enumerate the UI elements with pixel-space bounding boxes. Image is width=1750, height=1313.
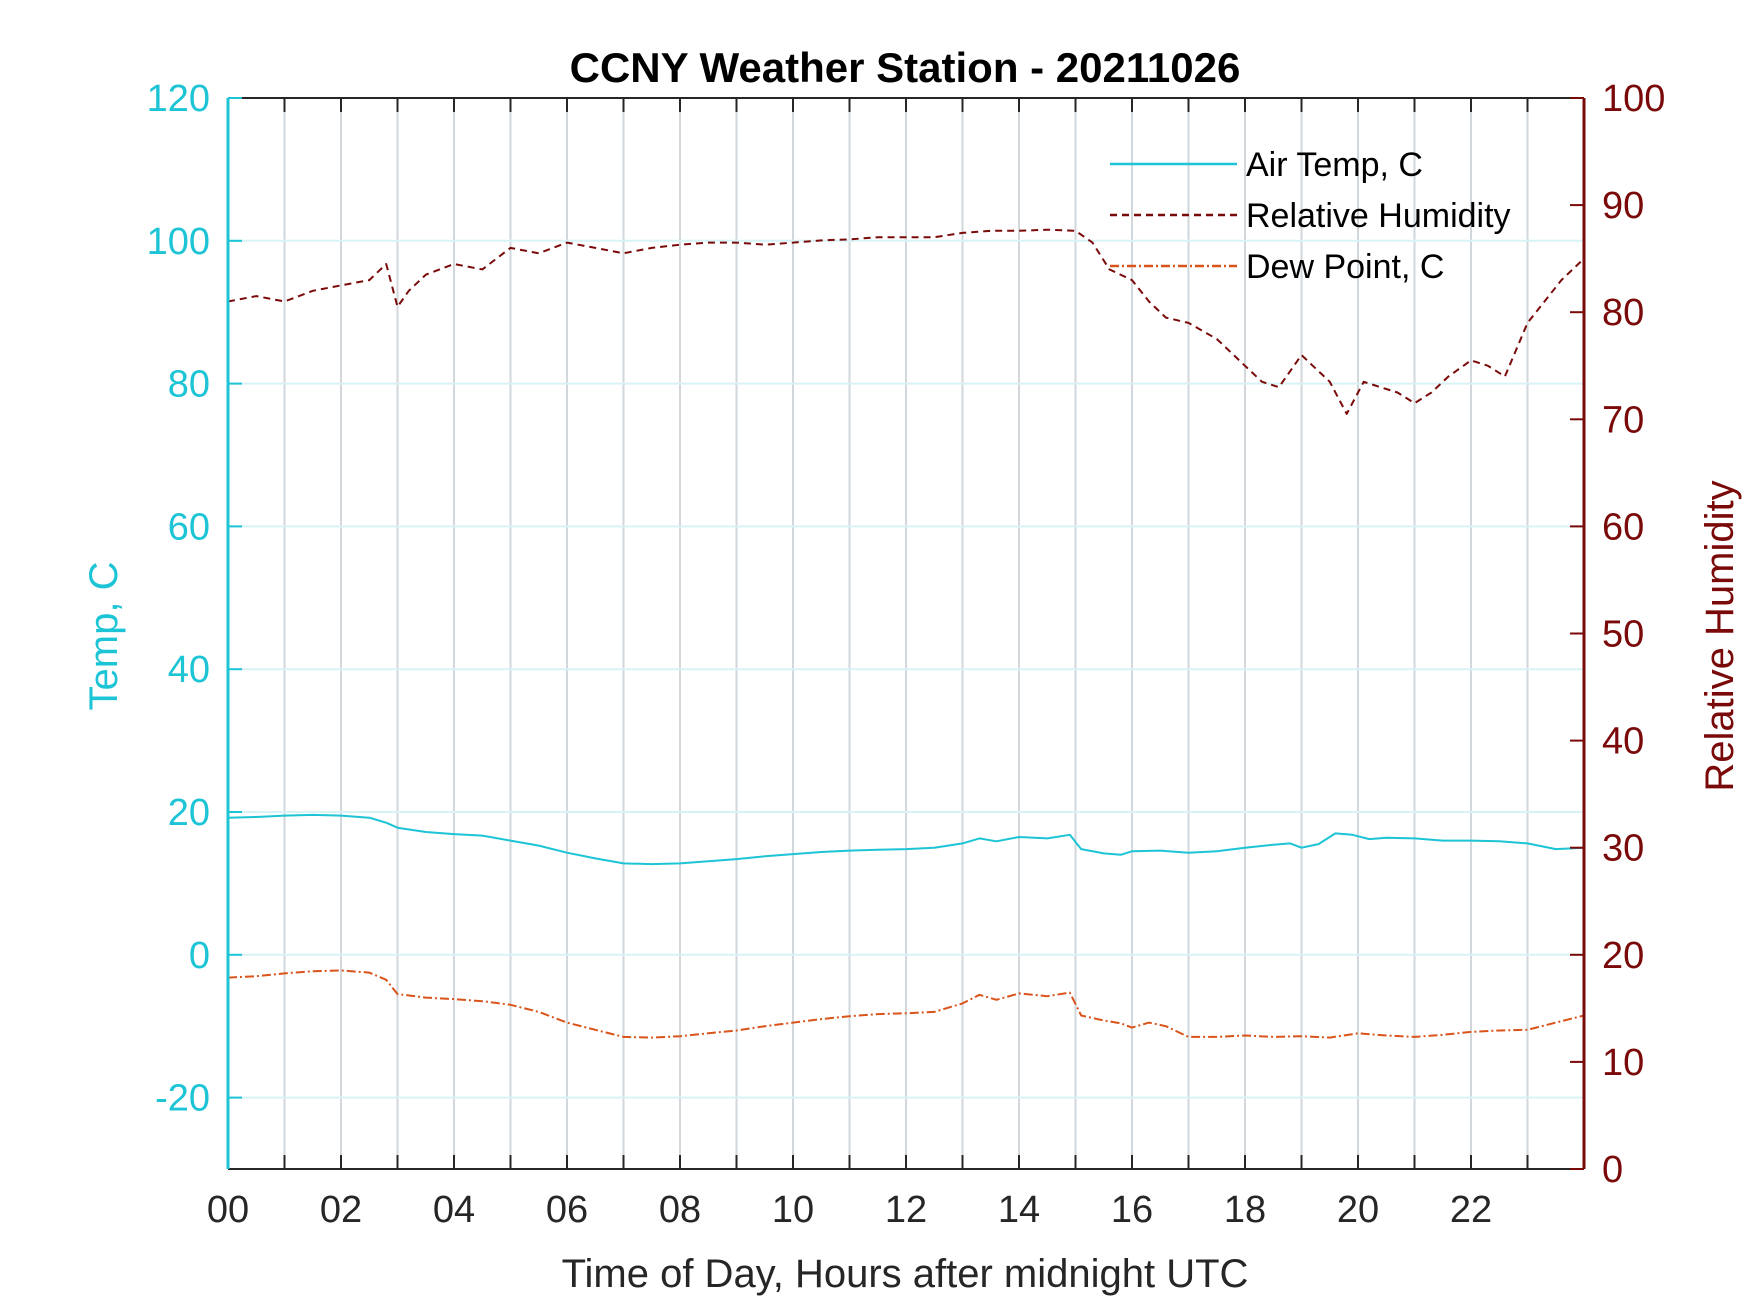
y-tick-label-right: 100 bbox=[1602, 78, 1665, 120]
axes bbox=[226, 97, 1586, 1170]
x-tick-label: 02 bbox=[320, 1189, 362, 1231]
grid bbox=[228, 98, 1584, 1169]
x-tick-label: 06 bbox=[546, 1189, 588, 1231]
y-tick-label-left: 40 bbox=[168, 649, 210, 691]
y-axis-label-right: Relative Humidity bbox=[1698, 480, 1742, 791]
y-tick-label-right: 80 bbox=[1602, 292, 1644, 334]
y-tick-label-right: 50 bbox=[1602, 614, 1644, 656]
y-tick-label-left: 80 bbox=[168, 364, 210, 406]
x-tick-label: 10 bbox=[772, 1189, 814, 1231]
series-line-1 bbox=[227, 228, 1585, 415]
x-tick-label: 00 bbox=[207, 1189, 249, 1231]
y-tick-label-left: 120 bbox=[147, 78, 210, 120]
tick-labels: 00 02 04 06 08 10 12 14 16 18 20 22-200204060801001… bbox=[147, 78, 1666, 1231]
x-tick-label: 12 bbox=[885, 1189, 927, 1231]
y-tick-label-right: 40 bbox=[1602, 721, 1644, 763]
y-tick-label-left: 0 bbox=[189, 935, 210, 977]
y-tick-label-right: 20 bbox=[1602, 935, 1644, 977]
y-tick-label-right: 70 bbox=[1602, 399, 1644, 441]
y-tick-label-right: 10 bbox=[1602, 1042, 1644, 1084]
x-tick-label: 08 bbox=[659, 1189, 701, 1231]
legend-label-1: Relative Humidity bbox=[1246, 197, 1511, 235]
chart-title: CCNY Weather Station - 20211026 bbox=[570, 44, 1241, 91]
series-line-0 bbox=[227, 813, 1585, 866]
y-tick-label-right: 30 bbox=[1602, 828, 1644, 870]
y-tick-label-left: -20 bbox=[155, 1078, 210, 1120]
legend: Air Temp, C Relative Humidity Dew Point, C bbox=[1110, 146, 1511, 286]
x-tick-label: 20 bbox=[1337, 1189, 1379, 1231]
y-tick-label-left: 20 bbox=[168, 792, 210, 834]
y-tick-label-left: 60 bbox=[168, 506, 210, 548]
x-tick-label: 04 bbox=[433, 1189, 475, 1231]
x-axis-label: Time of Day, Hours after midnight UTC bbox=[562, 1252, 1249, 1296]
y-tick-label-left: 100 bbox=[147, 221, 210, 263]
x-tick-label: 18 bbox=[1224, 1189, 1266, 1231]
legend-label-0: Air Temp, C bbox=[1246, 146, 1423, 184]
series-layer bbox=[227, 228, 1585, 1039]
x-tick-label: 22 bbox=[1450, 1189, 1492, 1231]
legend-label-2: Dew Point, C bbox=[1246, 248, 1444, 286]
x-tick-label: 16 bbox=[1111, 1189, 1153, 1231]
y-tick-label-right: 0 bbox=[1602, 1149, 1623, 1191]
x-tick-label: 14 bbox=[998, 1189, 1040, 1231]
series-line-2 bbox=[227, 969, 1585, 1039]
y-axis-label-left: Temp, C bbox=[82, 562, 126, 711]
y-tick-label-right: 90 bbox=[1602, 185, 1644, 227]
y-tick-label-right: 60 bbox=[1602, 506, 1644, 548]
